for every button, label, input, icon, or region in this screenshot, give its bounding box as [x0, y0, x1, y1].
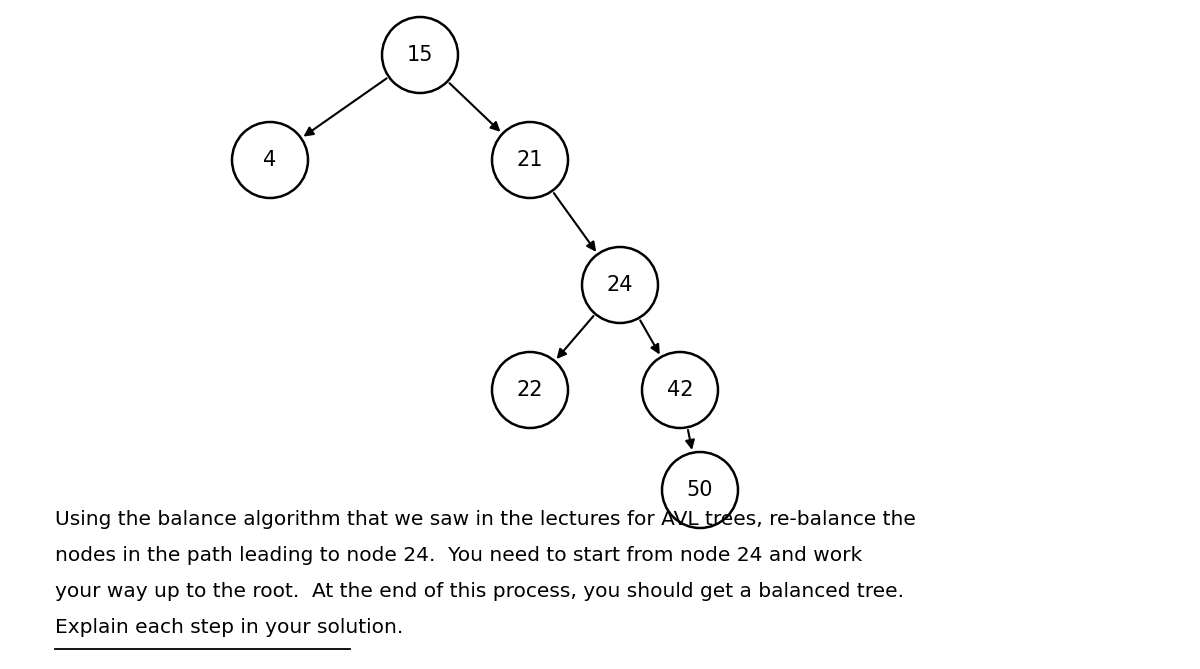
Text: Explain each step in your solution.: Explain each step in your solution. [55, 618, 403, 637]
Text: 21: 21 [517, 150, 544, 170]
Text: 42: 42 [667, 380, 694, 400]
Circle shape [662, 452, 738, 528]
Text: nodes in the path leading to node 24.  You need to start from node 24 and work: nodes in the path leading to node 24. Yo… [55, 546, 863, 565]
Text: 15: 15 [407, 45, 433, 65]
Circle shape [642, 352, 718, 428]
Circle shape [582, 247, 658, 323]
Text: 22: 22 [517, 380, 544, 400]
Text: your way up to the root.  At the end of this process, you should get a balanced : your way up to the root. At the end of t… [55, 582, 904, 601]
Circle shape [232, 122, 308, 198]
Circle shape [492, 352, 568, 428]
Circle shape [492, 122, 568, 198]
Text: 4: 4 [263, 150, 277, 170]
Text: 24: 24 [607, 275, 634, 295]
Text: Using the balance algorithm that we saw in the lectures for AVL trees, re-balanc: Using the balance algorithm that we saw … [55, 510, 916, 529]
Text: 50: 50 [686, 480, 713, 500]
Circle shape [382, 17, 458, 93]
